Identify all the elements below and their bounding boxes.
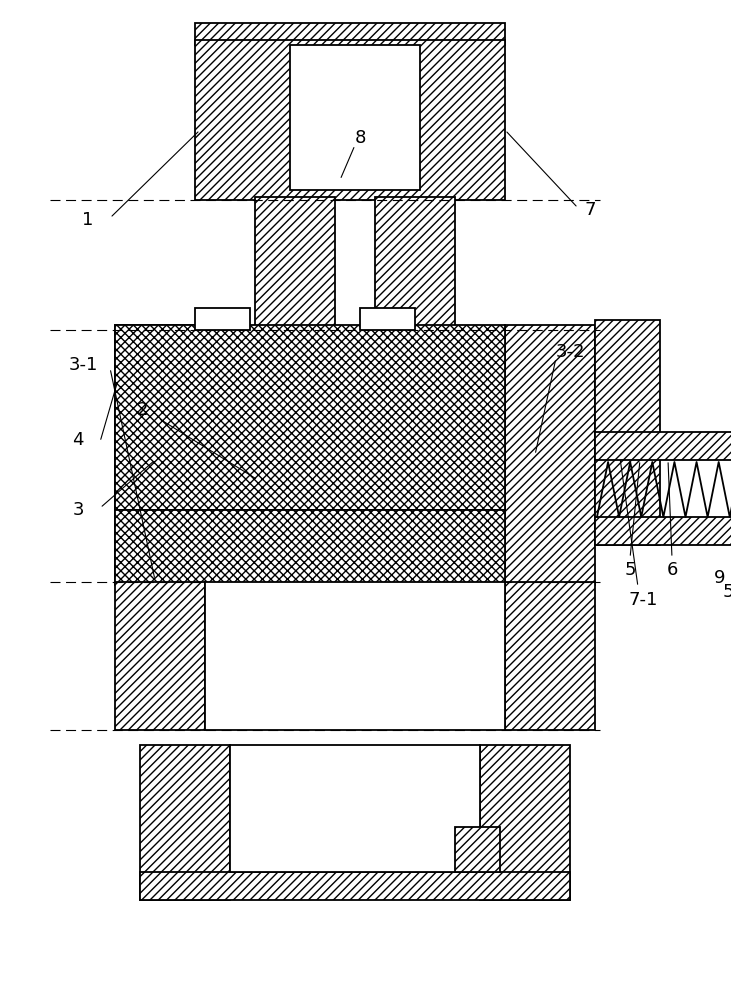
Text: 5-1: 5-1 (722, 583, 731, 601)
Bar (205, 582, 505, 730)
Bar (505, 582, 595, 730)
Text: 3-2: 3-2 (556, 343, 585, 361)
Bar (255, 197, 335, 330)
Text: 3: 3 (72, 501, 84, 519)
Text: 7-1: 7-1 (629, 591, 658, 609)
Bar (595, 432, 731, 460)
Text: 9: 9 (714, 569, 726, 587)
Bar (595, 517, 731, 545)
Bar (115, 510, 505, 585)
Text: 7: 7 (584, 201, 596, 219)
Text: 4: 4 (72, 431, 84, 449)
Text: 8: 8 (355, 129, 366, 147)
Bar (480, 745, 570, 900)
Bar (375, 197, 455, 330)
Bar (140, 872, 570, 900)
Bar (140, 745, 230, 900)
Text: 2: 2 (136, 401, 148, 419)
Bar (290, 45, 420, 190)
Text: 5: 5 (624, 561, 636, 579)
Bar (195, 308, 250, 330)
Bar (595, 320, 660, 545)
Text: 1: 1 (83, 211, 94, 229)
Bar (115, 582, 205, 730)
Bar (115, 325, 505, 510)
Bar (360, 308, 415, 330)
Bar (505, 325, 595, 585)
Text: 3-1: 3-1 (68, 356, 98, 374)
Bar (195, 40, 505, 200)
Text: 6: 6 (667, 561, 678, 579)
Bar (195, 23, 505, 45)
Bar (230, 745, 480, 872)
Bar (455, 827, 500, 872)
Bar (115, 325, 205, 585)
